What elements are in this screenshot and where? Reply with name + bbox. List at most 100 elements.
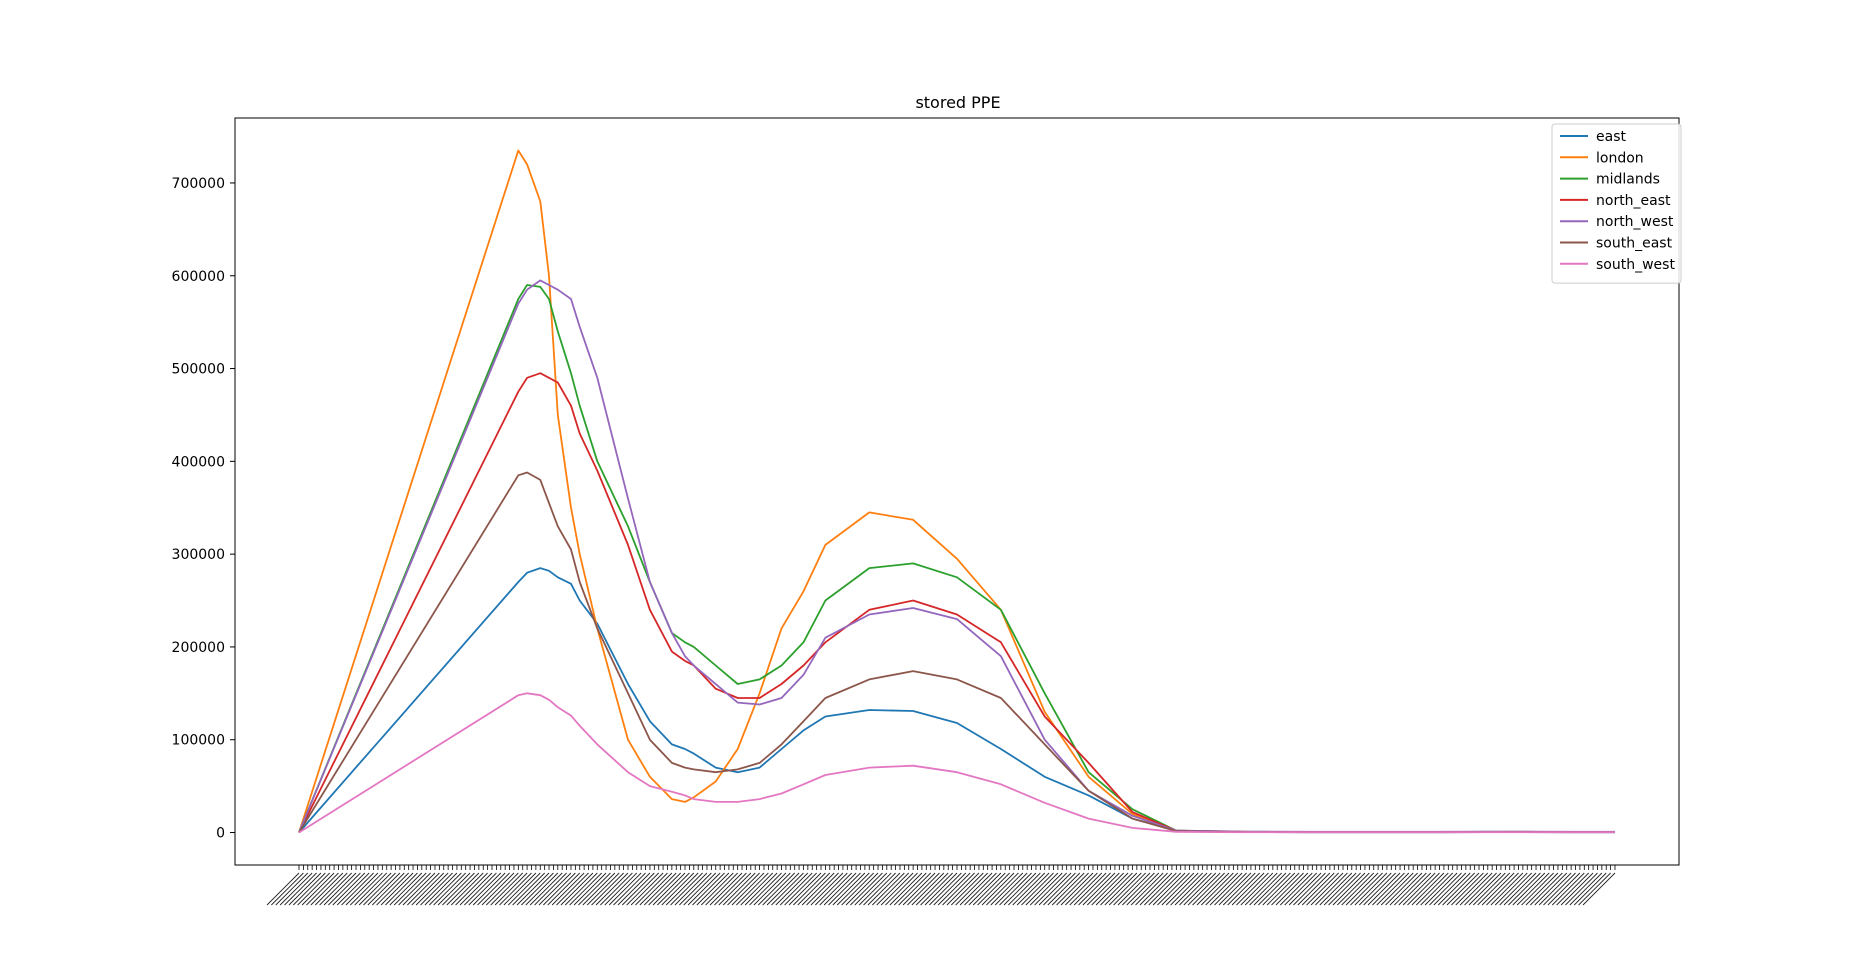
- x-tick-label: [521, 872, 554, 906]
- x-tick-label: [543, 872, 576, 906]
- x-tick-label: [779, 872, 813, 906]
- x-tick-label: [692, 872, 725, 906]
- x-tick-label: [314, 872, 348, 906]
- x-tick-label: [332, 872, 366, 906]
- x-tick-label: [679, 872, 712, 906]
- x-tick-label: [1367, 872, 1401, 906]
- x-tick-label: [1442, 872, 1475, 906]
- x-tick-label: [1095, 872, 1129, 906]
- x-tick-label: [1157, 872, 1190, 906]
- x-tick-label: [486, 872, 519, 906]
- x-tick-label: [358, 872, 392, 906]
- x-tick-label: [994, 872, 1028, 906]
- x-tick-label: [591, 872, 624, 906]
- x-tick-label: [920, 872, 953, 906]
- x-tick-label: [1411, 872, 1445, 906]
- x-tick-label: [1525, 872, 1559, 906]
- x-tick-label: [1512, 872, 1546, 906]
- x-tick-label: [762, 872, 796, 906]
- x-tick-label: [1187, 872, 1221, 906]
- x-tick-label: [525, 872, 559, 906]
- x-axis: [266, 865, 1616, 906]
- legend-label-north-west: north_west: [1596, 214, 1674, 230]
- x-tick-label: [1398, 872, 1432, 906]
- x-tick-label: [1402, 872, 1436, 906]
- x-tick-label: [1556, 872, 1589, 906]
- x-tick-label: [586, 872, 620, 906]
- x-tick-label: [911, 872, 945, 906]
- y-tick-label: 700000: [172, 176, 225, 192]
- x-tick-label: [1082, 872, 1116, 906]
- x-tick-label: [1516, 872, 1550, 906]
- x-tick-label: [376, 872, 409, 906]
- x-tick-label: [1337, 872, 1370, 906]
- x-tick-label: [626, 872, 660, 906]
- x-tick-label: [1547, 872, 1581, 906]
- x-tick-label: [1551, 872, 1585, 906]
- x-tick-label: [1358, 872, 1392, 906]
- x-tick-label: [459, 872, 493, 906]
- x-tick-label: [1280, 872, 1313, 906]
- x-tick-label: [1078, 872, 1111, 906]
- x-tick-label: [1385, 872, 1418, 906]
- x-tick-label: [964, 872, 997, 906]
- x-tick-label: [1534, 872, 1568, 906]
- x-tick-label: [1345, 872, 1379, 906]
- x-tick-label: [1481, 872, 1515, 906]
- x-tick-label: [284, 872, 317, 906]
- x-tick-label: [1130, 872, 1164, 906]
- x-tick-label: [613, 872, 646, 906]
- x-tick-label: [1148, 872, 1182, 906]
- x-tick-label: [858, 872, 892, 906]
- x-tick-label: [630, 872, 664, 906]
- x-tick-label: [1021, 872, 1054, 906]
- x-tick-label: [1008, 872, 1041, 906]
- x-tick-label: [1530, 872, 1563, 906]
- x-tick-label: [1205, 872, 1239, 906]
- x-tick-label: [1420, 872, 1454, 906]
- x-tick-label: [1104, 872, 1138, 906]
- x-tick-label: [1446, 872, 1480, 906]
- x-tick-label: [450, 872, 484, 906]
- x-tick-label: [1578, 872, 1611, 906]
- x-tick-label: [924, 872, 958, 906]
- x-tick-label: [1244, 872, 1278, 906]
- x-tick-label: [1043, 872, 1076, 906]
- x-tick-label: [1201, 872, 1234, 906]
- x-tick-label: [744, 872, 778, 906]
- x-tick-label: [876, 872, 910, 906]
- x-tick-label: [538, 872, 572, 906]
- x-tick-label: [1288, 872, 1322, 906]
- x-tick-label: [1108, 872, 1142, 906]
- y-tick-label: 600000: [172, 269, 225, 285]
- x-tick-label: [1319, 872, 1353, 906]
- legend-label-midlands: midlands: [1596, 172, 1660, 188]
- x-tick-label: [806, 872, 839, 906]
- x-tick-label: [481, 872, 515, 906]
- x-tick-label: [1056, 872, 1089, 906]
- x-tick-label: [815, 872, 848, 906]
- x-tick-label: [670, 872, 703, 906]
- x-tick-label: [1275, 872, 1309, 906]
- x-tick-label: [801, 872, 835, 906]
- y-tick-label: 500000: [172, 362, 225, 378]
- x-tick-label: [1231, 872, 1265, 906]
- x-tick-label: [981, 872, 1015, 906]
- x-tick-label: [1122, 872, 1155, 906]
- x-tick-label: [867, 872, 901, 906]
- x-tick-label: [551, 872, 585, 906]
- x-tick-label: [600, 872, 633, 906]
- x-tick-label: [464, 872, 497, 906]
- x-tick-label: [1144, 872, 1177, 906]
- x-tick-label: [854, 872, 888, 906]
- x-tick-label: [507, 872, 541, 906]
- x-tick-label: [415, 872, 449, 906]
- plot-frame: [234, 117, 1680, 866]
- x-tick-label: [547, 872, 581, 906]
- x-tick-label: [428, 872, 462, 906]
- x-tick-label: [872, 872, 905, 906]
- x-tick-label: [1222, 872, 1256, 906]
- x-tick-label: [1293, 872, 1326, 906]
- legend-label-east: east: [1596, 129, 1626, 145]
- x-tick-label: [1490, 872, 1524, 906]
